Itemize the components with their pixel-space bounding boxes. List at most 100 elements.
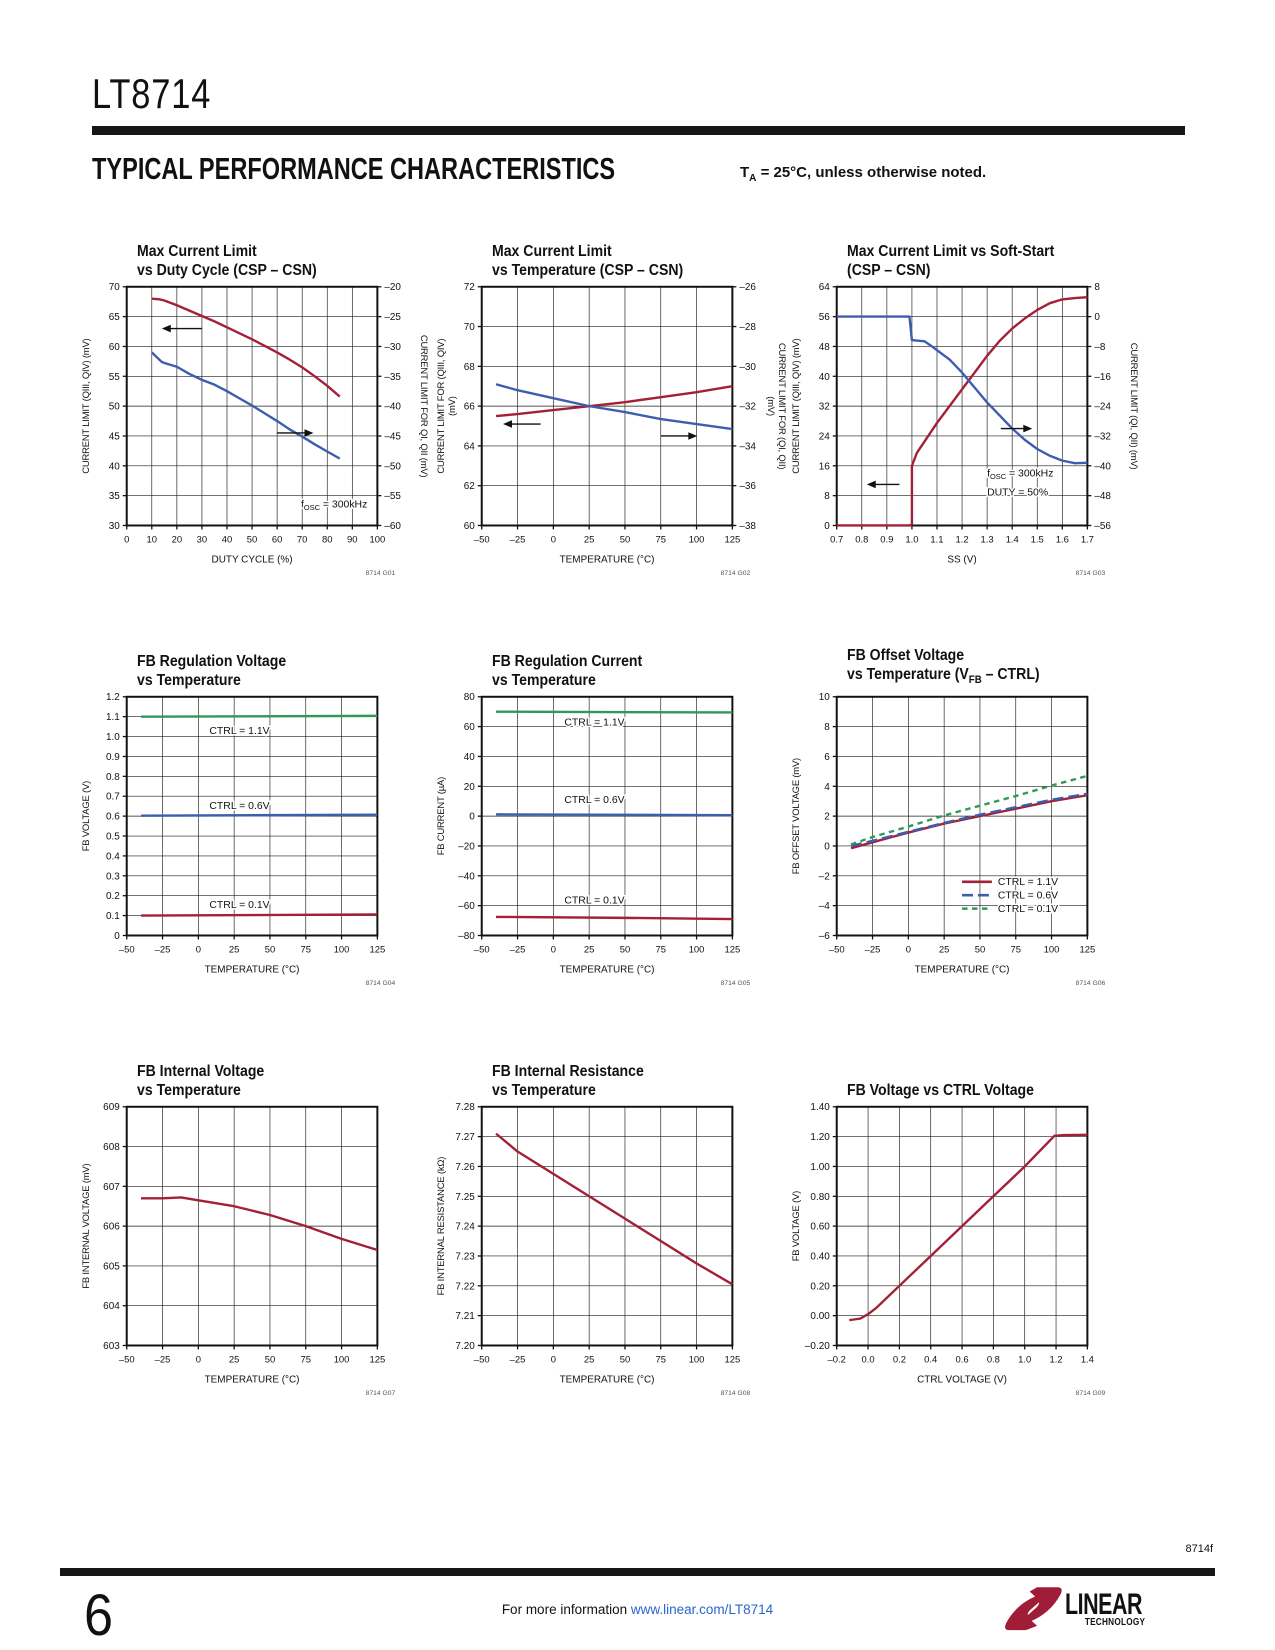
svg-text:1.7: 1.7 — [1081, 534, 1094, 545]
svg-text:–45: –45 — [384, 431, 401, 442]
svg-text:CURRENT LIMIT (QIII, QIV) (mV): CURRENT LIMIT (QIII, QIV) (mV) — [791, 338, 802, 473]
svg-text:608: 608 — [103, 1142, 120, 1153]
svg-text:1.00: 1.00 — [810, 1162, 830, 1173]
part-number: LT8714 — [92, 70, 212, 117]
chart-fb-internal-resistance: FB Internal Resistance vs Temperature –50… — [432, 1048, 804, 1400]
svg-text:TEMPERATURE (°C): TEMPERATURE (°C) — [205, 964, 300, 975]
svg-text:0: 0 — [824, 841, 830, 852]
footer-info-text: For more information — [501, 1602, 631, 1617]
svg-text:TEMPERATURE (°C): TEMPERATURE (°C) — [915, 964, 1010, 975]
svg-text:–50: –50 — [384, 461, 401, 472]
doc-code: 8714f — [1185, 1543, 1213, 1555]
chart-title: Max Current Limit vs Temperature (CSP – C… — [492, 243, 684, 279]
svg-text:125: 125 — [370, 944, 386, 955]
svg-text:–50: –50 — [829, 944, 845, 955]
svg-text:64: 64 — [819, 282, 831, 293]
svg-text:(mV): (mV) — [447, 396, 458, 416]
svg-text:50: 50 — [247, 534, 258, 545]
svg-text:DUTY CYCLE (%): DUTY CYCLE (%) — [212, 554, 293, 565]
svg-text:TEMPERATURE (°C): TEMPERATURE (°C) — [560, 1374, 655, 1385]
chart-fb-internal-voltage: FB Internal Voltage vs Temperature –50 –25… — [77, 1048, 449, 1400]
svg-text:1.4: 1.4 — [1081, 1354, 1094, 1365]
svg-text:2: 2 — [824, 812, 830, 823]
chart-title: FB Regulation Current vs Temperature — [492, 653, 643, 689]
svg-text:0.7: 0.7 — [830, 534, 843, 545]
svg-text:TEMPERATURE (°C): TEMPERATURE (°C) — [205, 1374, 300, 1385]
svg-text:–32: –32 — [1094, 431, 1111, 442]
svg-text:–60: –60 — [384, 521, 401, 532]
svg-text:32: 32 — [819, 402, 831, 413]
svg-text:60: 60 — [272, 534, 283, 545]
svg-text:7.24: 7.24 — [455, 1222, 475, 1233]
svg-text:40: 40 — [819, 372, 831, 383]
svg-text:7.20: 7.20 — [455, 1341, 475, 1352]
svg-text:–25: –25 — [865, 944, 881, 955]
svg-text:7.23: 7.23 — [455, 1251, 475, 1262]
svg-text:8714 G04: 8714 G04 — [366, 980, 396, 987]
chart-svg: 0 10 20 30 40 50 60 70 80 90 100 30 35 40 45 50 55 60 65 70… — [81, 282, 429, 577]
svg-text:1.6: 1.6 — [1056, 534, 1069, 545]
svg-text:125: 125 — [370, 1354, 386, 1365]
chart-plot: –50 –25 0 25 50 75 100 125 0 0.1 0.2 0.3 0.4 0.5 0.6 0.… — [77, 690, 449, 990]
chart-fb-regulation-current: FB Regulation Current vs Temperature –50–… — [432, 638, 804, 990]
svg-text:FB INTERNAL RESISTANCE (kΩ): FB INTERNAL RESISTANCE (kΩ) — [436, 1157, 447, 1296]
svg-text:–36: –36 — [739, 481, 756, 492]
chart-svg: –50 –25 0 25 50 75 100 125 603 604 605 606 607 608 609… — [81, 1102, 396, 1397]
svg-text:8714 G02: 8714 G02 — [721, 570, 751, 577]
svg-text:0: 0 — [124, 534, 129, 545]
svg-text:1.1: 1.1 — [930, 534, 943, 545]
svg-text:–40: –40 — [384, 402, 401, 413]
svg-text:0.40: 0.40 — [810, 1251, 830, 1262]
svg-text:0.6: 0.6 — [106, 812, 120, 823]
svg-text:607: 607 — [103, 1182, 120, 1193]
chart-title: FB Internal Voltage vs Temperature — [137, 1063, 265, 1099]
svg-text:0.80: 0.80 — [810, 1192, 830, 1203]
svg-text:–50: –50 — [474, 534, 490, 545]
svg-text:–0.20: –0.20 — [805, 1341, 830, 1352]
svg-text:100: 100 — [689, 1354, 705, 1365]
svg-text:8714 G05: 8714 G05 — [721, 980, 751, 987]
svg-text:–6: –6 — [819, 931, 831, 942]
chart-max-current-limit-vs-duty-cycle: Max Current Limit vs Duty Cycle (CSP – CS… — [77, 228, 449, 580]
svg-text:10: 10 — [819, 692, 831, 703]
svg-text:0.20: 0.20 — [810, 1281, 830, 1292]
section-header: TYPICAL PERFORMANCE CHARACTERISTICS TA =… — [92, 151, 1185, 187]
svg-text:605: 605 — [103, 1261, 120, 1272]
svg-text:25: 25 — [229, 944, 240, 955]
svg-text:100: 100 — [334, 944, 350, 955]
svg-text:25: 25 — [584, 1354, 595, 1365]
svg-text:70: 70 — [297, 534, 308, 545]
chart-title: Max Current Limit vs Soft-Start (CSP – CS… — [847, 243, 1055, 279]
svg-text:7.21: 7.21 — [455, 1311, 475, 1322]
svg-text:–55: –55 — [384, 491, 401, 502]
svg-text:30: 30 — [109, 521, 121, 532]
chart-max-current-limit-vs-temperature: Max Current Limit vs Temperature (CSP – C… — [432, 228, 804, 580]
svg-text:CTRL = 1.1V: CTRL = 1.1V — [564, 717, 624, 728]
svg-text:50: 50 — [265, 944, 276, 955]
chart-svg: –50 –25 0 25 50 75 100 125 0 0.1 0.2 0.3 0.4 0.5 0.6 0.… — [81, 692, 396, 987]
svg-text:8: 8 — [824, 722, 830, 733]
svg-text:25: 25 — [584, 944, 595, 955]
svg-text:0.2: 0.2 — [106, 891, 120, 902]
svg-text:25: 25 — [229, 1354, 240, 1365]
svg-text:8714 G09: 8714 G09 — [1076, 1390, 1106, 1397]
svg-text:0.1: 0.1 — [106, 911, 120, 922]
svg-text:0.7: 0.7 — [106, 792, 120, 803]
footer-link[interactable]: www.linear.com/LT8714 — [630, 1602, 774, 1617]
svg-text:604: 604 — [103, 1301, 120, 1312]
section-title: TYPICAL PERFORMANCE CHARACTERISTICS — [92, 151, 616, 186]
footer-rule — [60, 1568, 1215, 1576]
svg-text:24: 24 — [819, 431, 831, 442]
svg-text:–40: –40 — [1094, 461, 1111, 472]
chart-plot: –50 –25 0 25 50 75 100 125 60 62 64 66 68 70 72 –38 –36 –… — [432, 280, 804, 580]
svg-text:CTRL = 0.1V: CTRL = 0.1V — [998, 904, 1058, 915]
svg-text:0: 0 — [196, 944, 201, 955]
svg-text:7.22: 7.22 — [455, 1281, 475, 1292]
svg-text:40: 40 — [109, 461, 121, 472]
svg-text:0: 0 — [551, 944, 556, 955]
svg-text:–48: –48 — [1094, 491, 1111, 502]
svg-text:CURRENT LIMIT (QI, QII) (mV): CURRENT LIMIT (QI, QII) (mV) — [1128, 343, 1139, 470]
svg-text:68: 68 — [464, 362, 476, 373]
svg-text:1.0: 1.0 — [1018, 1354, 1031, 1365]
